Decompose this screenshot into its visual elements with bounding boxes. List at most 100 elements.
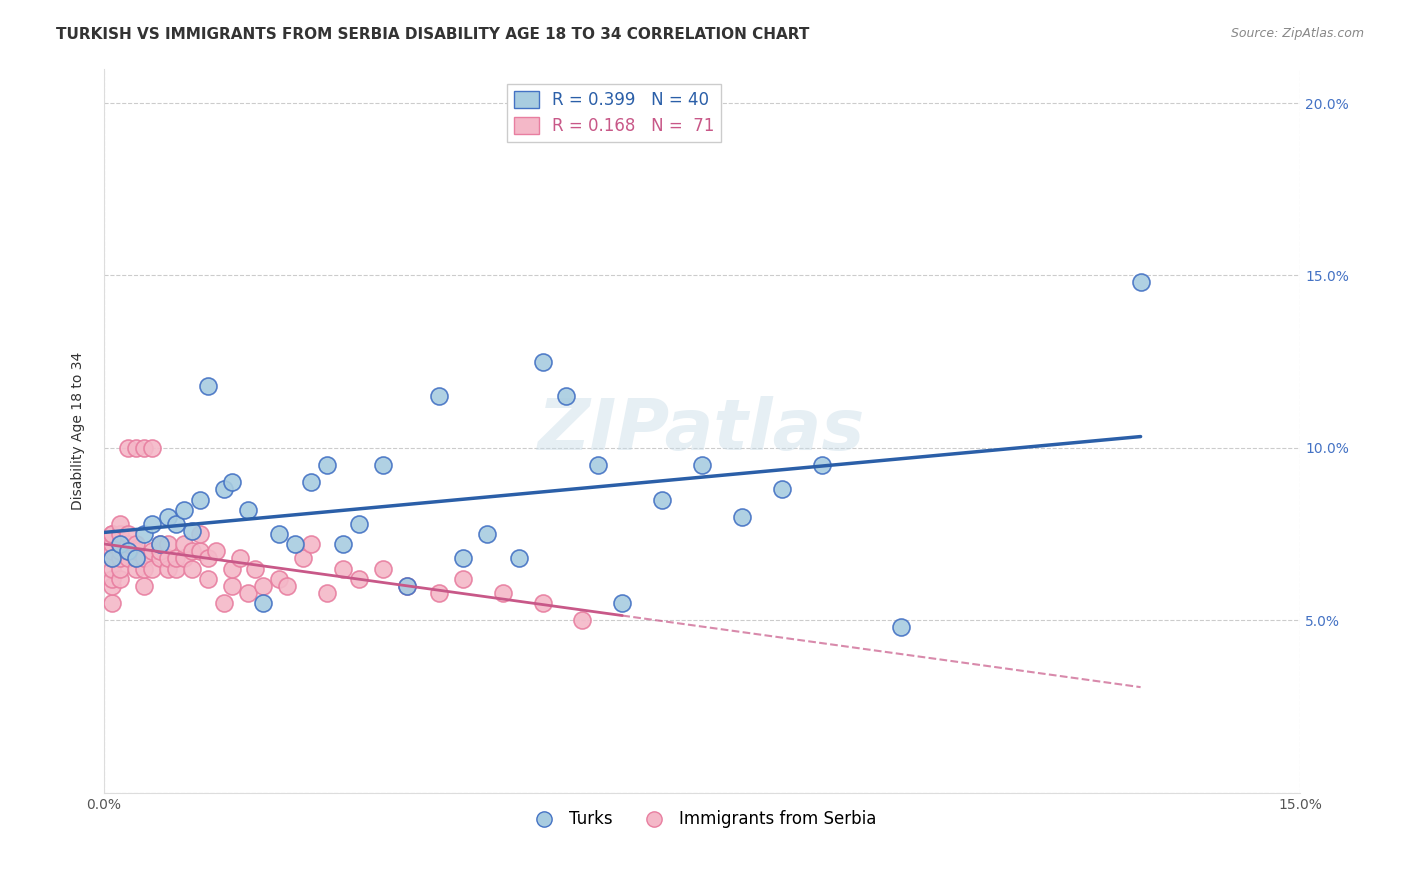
Point: [531, 596, 554, 610]
Point: [245, 561, 267, 575]
Point: [117, 441, 139, 455]
Point: [451, 551, 474, 566]
Point: [276, 579, 298, 593]
Point: [156, 537, 179, 551]
Point: [101, 551, 124, 566]
Point: [371, 458, 394, 472]
Point: [284, 537, 307, 551]
Point: [132, 579, 155, 593]
Point: [188, 492, 211, 507]
Point: [236, 585, 259, 599]
Point: [108, 572, 131, 586]
Point: [141, 561, 163, 575]
Point: [108, 561, 131, 575]
Point: [690, 458, 713, 472]
Point: [371, 561, 394, 575]
Point: [141, 544, 163, 558]
Point: [117, 544, 139, 558]
Point: [299, 537, 322, 551]
Point: [475, 527, 498, 541]
Point: [252, 579, 274, 593]
Point: [132, 551, 155, 566]
Point: [108, 537, 131, 551]
Point: [395, 579, 418, 593]
Point: [108, 516, 131, 531]
Point: [117, 537, 139, 551]
Point: [173, 503, 195, 517]
Point: [427, 585, 450, 599]
Point: [1129, 275, 1152, 289]
Point: [492, 585, 515, 599]
Point: [117, 544, 139, 558]
Point: [132, 561, 155, 575]
Point: [173, 551, 195, 566]
Point: [555, 389, 578, 403]
Point: [149, 551, 172, 566]
Point: [316, 585, 339, 599]
Point: [571, 613, 593, 627]
Point: [269, 527, 291, 541]
Point: [810, 458, 832, 472]
Point: [101, 544, 124, 558]
Point: [117, 551, 139, 566]
Point: [173, 537, 195, 551]
Point: [180, 524, 202, 538]
Point: [125, 544, 148, 558]
Point: [180, 561, 202, 575]
Point: [612, 596, 634, 610]
Point: [451, 572, 474, 586]
Point: [221, 475, 243, 490]
Point: [108, 537, 131, 551]
Point: [101, 551, 124, 566]
Point: [228, 551, 250, 566]
Point: [125, 441, 148, 455]
Point: [508, 551, 530, 566]
Point: [101, 572, 124, 586]
Point: [132, 441, 155, 455]
Text: ZIPatlas: ZIPatlas: [538, 396, 866, 465]
Point: [292, 551, 315, 566]
Point: [197, 572, 219, 586]
Point: [332, 537, 354, 551]
Point: [149, 537, 172, 551]
Point: [156, 551, 179, 566]
Point: [236, 503, 259, 517]
Y-axis label: Disability Age 18 to 34: Disability Age 18 to 34: [72, 351, 86, 509]
Point: [101, 579, 124, 593]
Point: [212, 596, 235, 610]
Point: [108, 551, 131, 566]
Point: [165, 516, 187, 531]
Point: [165, 561, 187, 575]
Point: [141, 441, 163, 455]
Point: [180, 544, 202, 558]
Point: [651, 492, 673, 507]
Point: [188, 527, 211, 541]
Point: [197, 551, 219, 566]
Point: [395, 579, 418, 593]
Point: [269, 572, 291, 586]
Point: [101, 527, 124, 541]
Point: [221, 561, 243, 575]
Point: [427, 389, 450, 403]
Point: [108, 544, 131, 558]
Point: [221, 579, 243, 593]
Point: [197, 378, 219, 392]
Point: [165, 551, 187, 566]
Point: [156, 561, 179, 575]
Point: [212, 482, 235, 496]
Point: [299, 475, 322, 490]
Text: TURKISH VS IMMIGRANTS FROM SERBIA DISABILITY AGE 18 TO 34 CORRELATION CHART: TURKISH VS IMMIGRANTS FROM SERBIA DISABI…: [56, 27, 810, 42]
Point: [149, 544, 172, 558]
Point: [101, 561, 124, 575]
Point: [890, 620, 912, 634]
Point: [188, 544, 211, 558]
Point: [316, 458, 339, 472]
Point: [347, 572, 370, 586]
Point: [252, 596, 274, 610]
Point: [332, 561, 354, 575]
Point: [125, 551, 148, 566]
Point: [770, 482, 793, 496]
Point: [108, 527, 131, 541]
Point: [531, 354, 554, 368]
Point: [731, 509, 754, 524]
